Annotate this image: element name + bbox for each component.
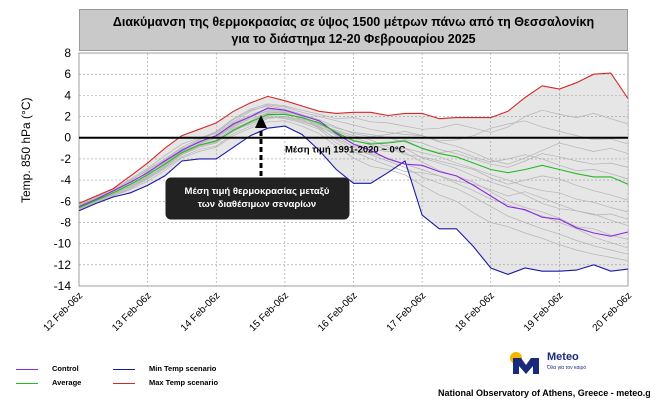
legend-swatch-max: [113, 382, 135, 384]
chart-title-line-1: Διακύμανση της θερμοκρασίας σε ύψος 1500…: [112, 15, 595, 29]
annotation-box: [165, 177, 350, 220]
x-tick-label: 16 Feb-06z: [316, 290, 360, 334]
legend-item-average: Average: [16, 378, 81, 387]
legend-label-max: Max Temp scenario: [149, 378, 219, 387]
ensemble-member-line: [78, 103, 629, 207]
annotation-text-line: των διαθέσιμων σεναρίων: [198, 199, 316, 210]
annotation-text-line: Μέση τιμή θερμοκρασίας μεταξύ: [185, 186, 330, 197]
meteo-logo-tagline: Όλα για τον καιρό: [547, 365, 587, 371]
reference-line-label: Μέση τιμή 1991-2020 ~ 0°C: [285, 145, 406, 156]
legend-item-control: Control: [16, 364, 79, 373]
min-temp-scenario-line: [78, 125, 629, 275]
x-tick-label: 17 Feb-06z: [385, 290, 429, 334]
y-tick-label: -14: [54, 279, 72, 293]
legend-item-min: Min Temp scenario: [113, 364, 216, 373]
ensemble-member-line: [78, 104, 629, 205]
chart-title: Διακύμανση της θερμοκρασίας σε ύψος 1500…: [79, 9, 628, 51]
x-tick-label: 18 Feb-06z: [453, 290, 497, 334]
max-temp-scenario-line: [78, 72, 629, 204]
x-tick-label: 14 Feb-06z: [179, 290, 223, 334]
legend-swatch-average: [16, 382, 38, 384]
y-tick-label: -12: [54, 258, 72, 272]
ensemble-member-line: [78, 117, 629, 213]
meteo-logo: Meteo Όλα για τον καιρό: [509, 348, 589, 378]
y-tick-label: -2: [60, 152, 71, 166]
legend-label-control: Control: [52, 364, 79, 373]
y-tick-label: 6: [64, 67, 71, 81]
x-tick-label: 13 Feb-06z: [110, 290, 154, 334]
x-tick-label: 15 Feb-06z: [247, 290, 291, 334]
ensemble-member-line: [78, 116, 629, 226]
annotation-arrow-head: [255, 115, 267, 128]
legend-item-max: Max Temp scenario: [113, 378, 218, 387]
x-tick-label: 20 Feb-06z: [591, 290, 635, 334]
legend-label-average: Average: [52, 378, 82, 387]
ensemble-member-line: [78, 110, 629, 255]
control-line: [78, 107, 629, 237]
footer-credit: National Observatory of Athens, Greece -…: [438, 388, 650, 398]
ensemble-member-line: [78, 111, 629, 220]
y-tick-label: 2: [64, 110, 71, 124]
y-tick-label: -8: [60, 215, 71, 229]
y-tick-label: 4: [64, 88, 71, 102]
meteo-logo-name: Meteo: [547, 351, 579, 363]
meteo-logo-icon: [510, 352, 539, 374]
y-tick-label: 8: [64, 46, 71, 60]
legend-swatch-control: [16, 368, 38, 370]
y-tick-label: -6: [60, 194, 71, 208]
average-line: [78, 113, 629, 209]
chart-title-line-2: για το διάστημα 12-20 Φεβρουαρίου 2025: [231, 32, 476, 46]
legend-label-min: Min Temp scenario: [149, 364, 217, 373]
y-tick-label: 0: [64, 131, 71, 145]
x-tick-label: 19 Feb-06z: [522, 290, 566, 334]
y-tick-label: -10: [54, 237, 72, 251]
x-tick-label: 12 Feb-06z: [42, 290, 86, 334]
legend-swatch-min: [113, 368, 135, 370]
y-tick-label: -4: [60, 173, 71, 187]
ensemble-member-line: [78, 120, 629, 261]
